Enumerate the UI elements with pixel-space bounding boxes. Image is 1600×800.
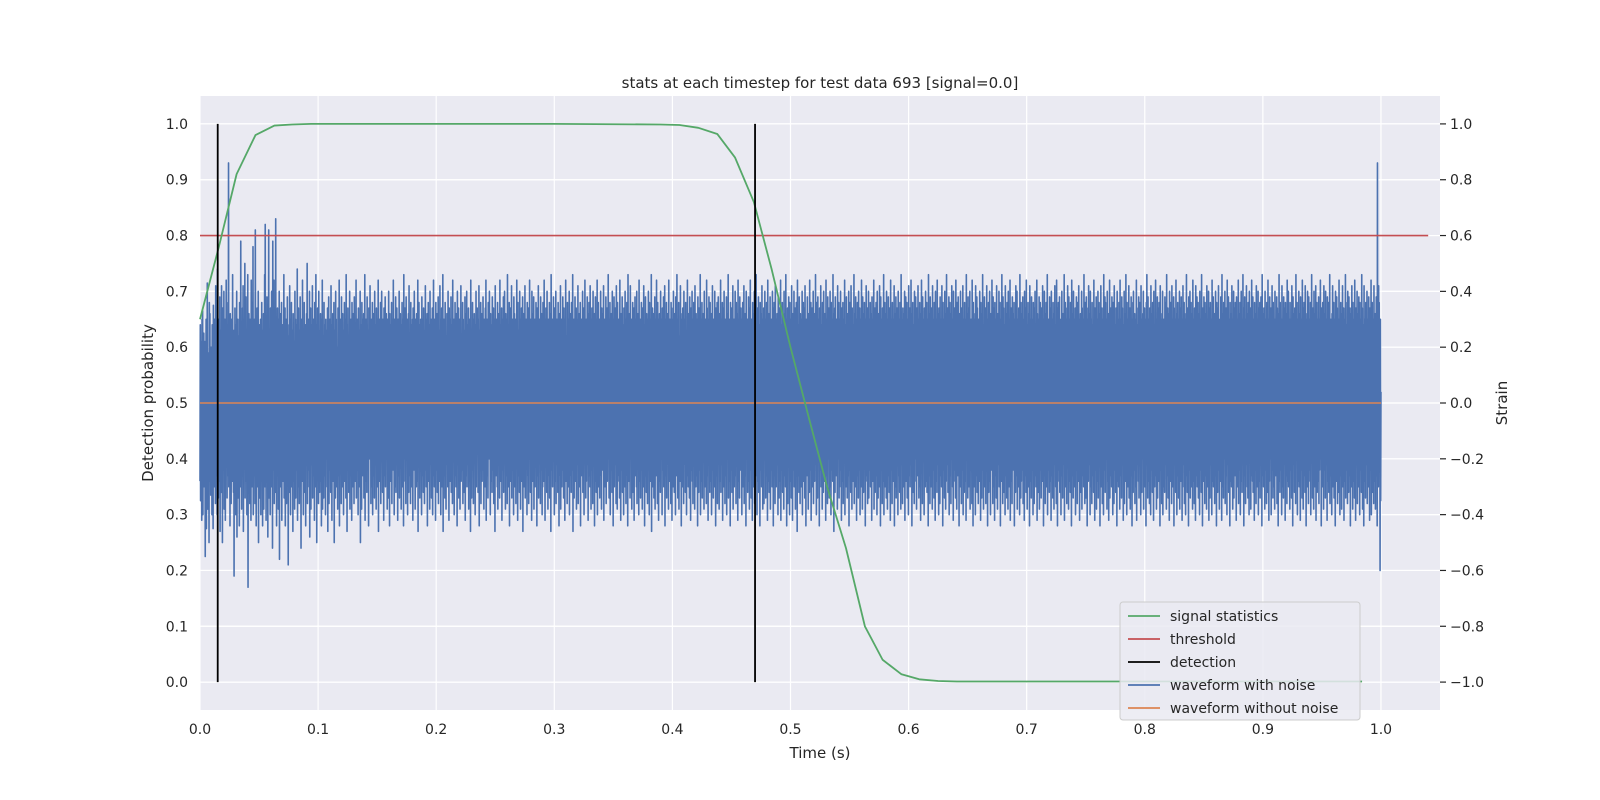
y-tick-label: 1.0: [166, 117, 188, 133]
x-tick-label: 0.0: [189, 722, 211, 738]
y-tick-label: 0.0: [166, 675, 188, 691]
y-tick-label: 0.1: [166, 619, 188, 635]
x-tick-label: 0.5: [779, 722, 801, 738]
legend-label-detection: detection: [1170, 655, 1236, 671]
y2-tick-label: 0.4: [1450, 284, 1472, 300]
y2-tick-label: 0.0: [1450, 396, 1472, 412]
y2-tick-label: −0.6: [1450, 563, 1484, 579]
y2-tick-label: 0.8: [1450, 173, 1472, 189]
y-tick-label: 0.8: [166, 229, 188, 245]
y-tick-label: 0.3: [166, 508, 188, 524]
x-tick-label: 0.2: [425, 722, 447, 738]
x-tick-label: 0.1: [307, 722, 329, 738]
y-tick-label: 0.2: [166, 563, 188, 579]
y2-tick-label: 1.0: [1450, 117, 1472, 133]
y2-tick-label: −1.0: [1450, 675, 1484, 691]
y-tick-label: 0.4: [166, 452, 188, 468]
y-tick-label: 0.7: [166, 284, 188, 300]
y-tick-label: 0.6: [166, 340, 188, 356]
y2-tick-label: 0.2: [1450, 340, 1472, 356]
x-tick-label: 0.6: [897, 722, 919, 738]
y-axis-label: Detection probability: [139, 324, 157, 482]
x-tick-label: 0.9: [1252, 722, 1274, 738]
x-tick-label: 1.0: [1370, 722, 1392, 738]
chart-title: stats at each timestep for test data 693…: [622, 74, 1019, 92]
x-tick-label: 0.4: [661, 722, 683, 738]
legend-box: [1119, 601, 1361, 721]
legend: signal statistics threshold detection wa…: [1119, 601, 1361, 721]
series-line-signal-statistics: [199, 123, 1363, 683]
y2-tick-label: −0.2: [1450, 452, 1484, 468]
y-tick-label: 0.9: [166, 173, 188, 189]
legend-label-threshold: threshold: [1170, 632, 1236, 648]
x-tick-label: 0.3: [543, 722, 565, 738]
series-line-waveform-with-noise: [199, 162, 1382, 589]
legend-label-signal-statistics: signal statistics: [1170, 609, 1278, 625]
x-tick-label: 0.7: [1016, 722, 1038, 738]
legend-label-waveform-with-noise: waveform with noise: [1170, 678, 1315, 694]
y2-axis-label: Strain: [1493, 381, 1511, 425]
y-tick-label: 0.5: [166, 396, 188, 412]
series-layer: [199, 123, 1429, 683]
x-tick-label: 0.8: [1134, 722, 1156, 738]
y2-tick-label: −0.4: [1450, 508, 1484, 524]
x-axis-label: Time (s): [789, 744, 851, 762]
legend-label-waveform-without-noise: waveform without noise: [1170, 701, 1338, 717]
y2-tick-label: 0.6: [1450, 229, 1472, 245]
ticks-layer: 0.0 0.1 0.2 0.3 0.4 0.5 0.6 0.7 0.8 0.9 1.0 0.0 0.1 0…: [166, 117, 1484, 738]
y2-tick-label: −0.8: [1450, 619, 1484, 635]
